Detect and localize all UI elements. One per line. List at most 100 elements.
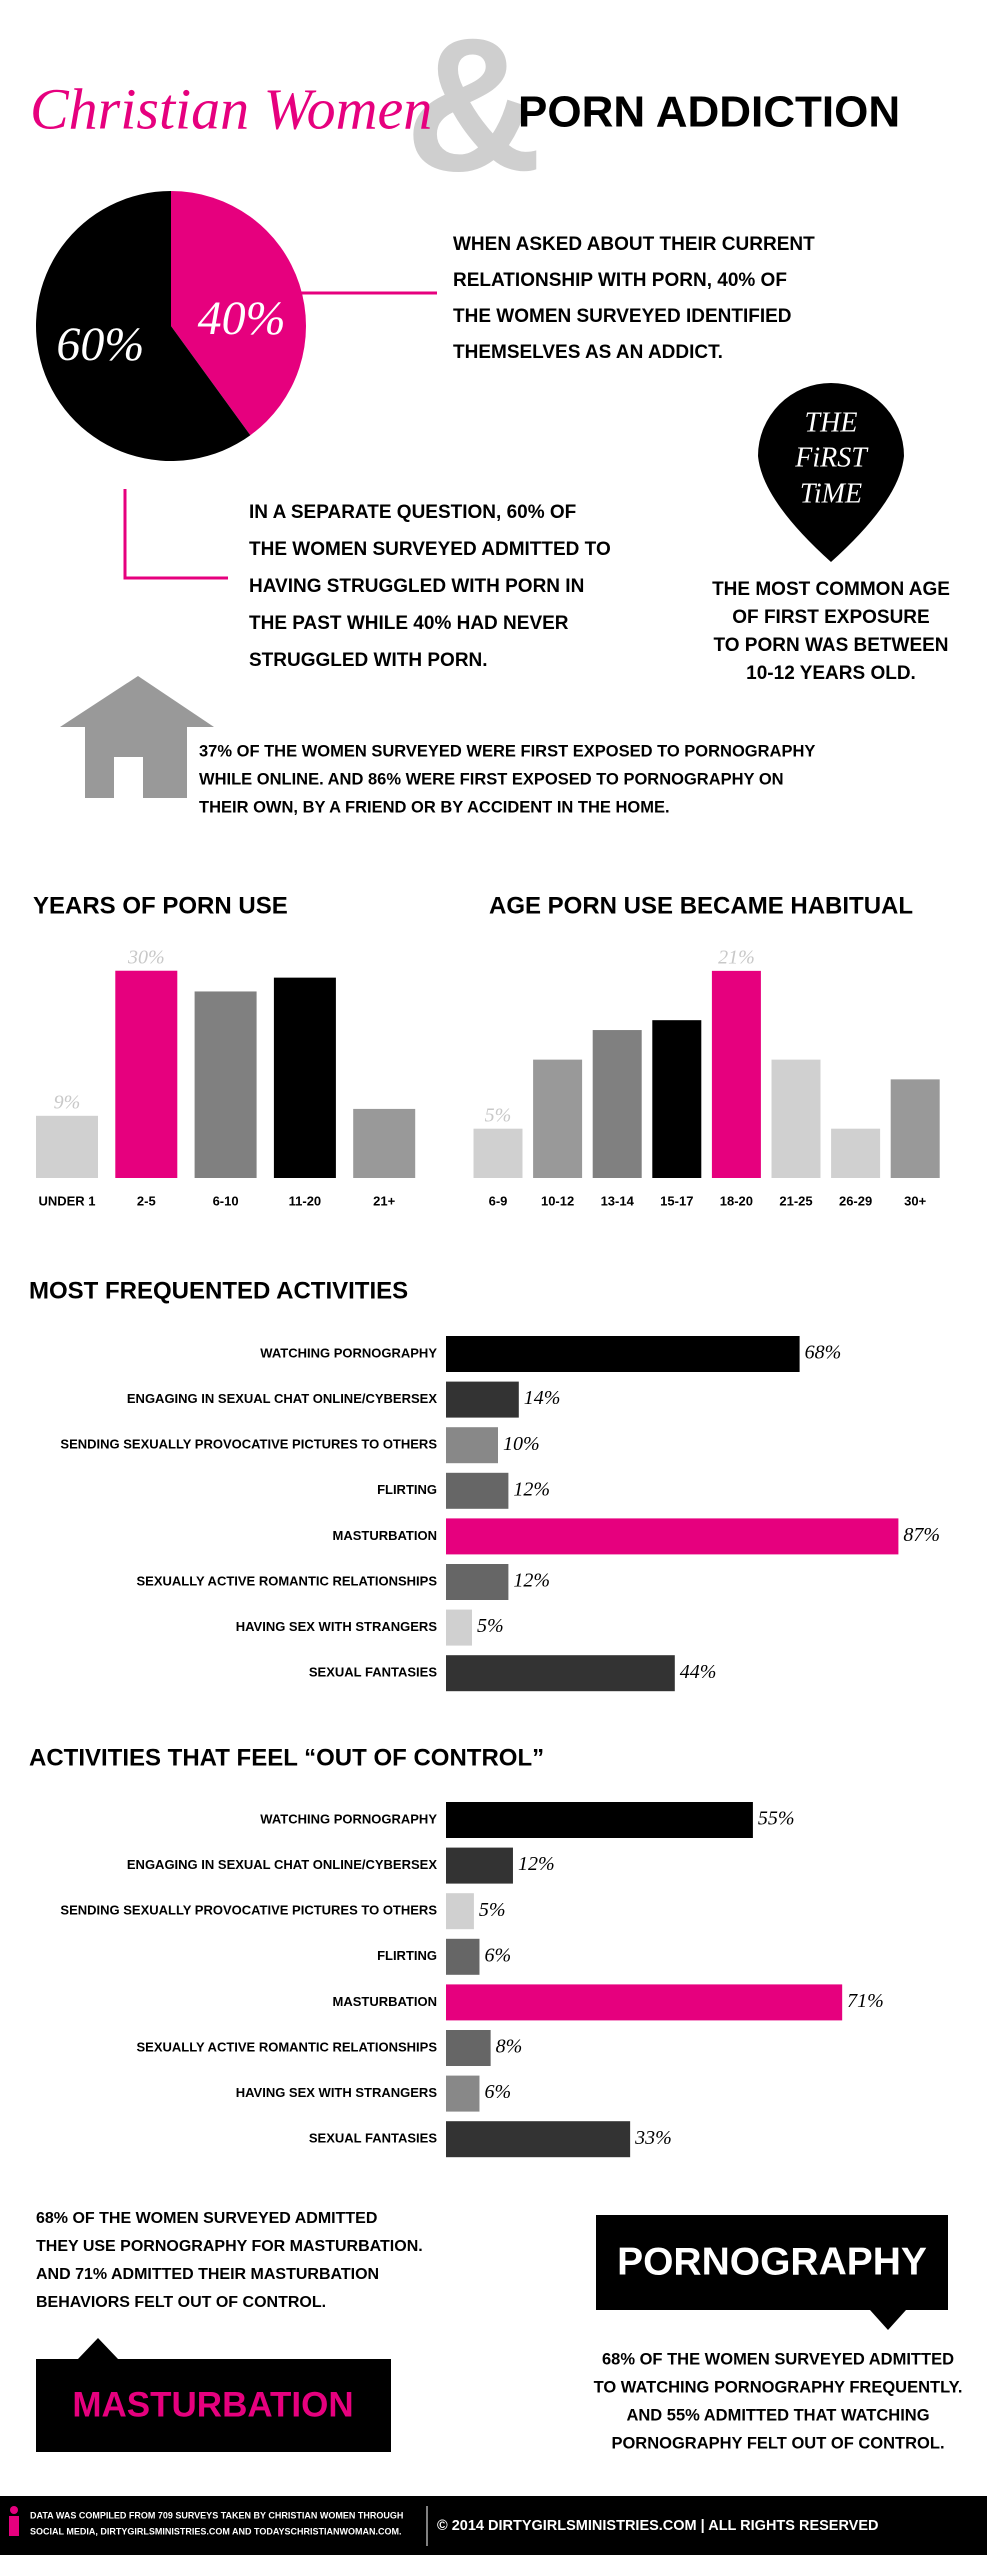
chart-title: YEARS OF PORN USE (33, 892, 288, 919)
value-label: 5% (479, 1899, 506, 1921)
y-tick-label: HAVING SEX WITH STRANGERS (236, 2085, 438, 2100)
x-tick-label: 18-20 (720, 1193, 753, 1208)
text-line: SOCIAL MEDIA, DIRTYGIRLSMINISTRIES.COM A… (30, 2526, 402, 2536)
text-line: WHILE ONLINE. AND 86% WERE FIRST EXPOSED… (199, 770, 784, 788)
y-tick-label: SENDING SEXUALLY PROVOCATIVE PICTURES TO… (60, 1903, 437, 1918)
bar (446, 1564, 509, 1600)
bar (446, 1802, 753, 1838)
text-line: WHEN ASKED ABOUT THEIR CURRENT (453, 234, 815, 255)
y-tick-label: SENDING SEXUALLY PROVOCATIVE PICTURES TO… (60, 1437, 437, 1452)
x-tick-label: 15-17 (660, 1193, 693, 1208)
addict-text: WHEN ASKED ABOUT THEIR CURRENT RELATIONS… (453, 234, 815, 363)
pie-slice (171, 191, 306, 436)
value-label: 12% (518, 1853, 555, 1875)
text-line: IN A SEPARATE QUESTION, 60% OF (249, 502, 576, 523)
chart-title: ACTIVITIES THAT FEEL “OUT OF CONTROL” (29, 1744, 544, 1771)
house-icon (60, 676, 214, 798)
bar (115, 970, 178, 1178)
bar (446, 1427, 498, 1464)
masturbation-note: 68% OF THE WOMEN SURVEYED ADMITTED THEY … (36, 2210, 423, 2311)
text-line: THEMSELVES AS AN ADDICT. (453, 342, 723, 363)
value-label: 30% (127, 946, 165, 968)
value-label: 68% (805, 1342, 842, 1364)
bar (592, 1030, 642, 1178)
text-line: HAVING STRUGGLED WITH PORN IN (249, 576, 584, 597)
text-line: THE WOMEN SURVEYED IDENTIFIED (453, 306, 792, 327)
x-tick-label: 13-14 (601, 1193, 635, 1208)
bar (652, 1020, 702, 1178)
x-tick-label: UNDER 1 (38, 1193, 95, 1208)
y-tick-label: FLIRTING (377, 1482, 437, 1497)
text-line: TO WATCHING PORNOGRAPHY FREQUENTLY. (594, 2378, 963, 2396)
value-label: 12% (513, 1478, 550, 1500)
text-line: 68% OF THE WOMEN SURVEYED ADMITTED (602, 2350, 954, 2368)
bar (353, 1108, 416, 1178)
online-text: 37% OF THE WOMEN SURVEYED WERE FIRST EXP… (199, 742, 815, 816)
y-tick-label: WATCHING PORNOGRAPHY (260, 1345, 437, 1360)
callout-box (36, 2338, 391, 2452)
text-line: THEY USE PORNOGRAPHY FOR MASTURBATION. (36, 2238, 423, 2255)
y-tick-label: ENGAGING IN SEXUAL CHAT ONLINE/CYBERSEX (127, 1391, 437, 1406)
pin-text: THE FiRST TiME (794, 407, 869, 509)
value-label: 6% (484, 2081, 511, 2103)
slice-label: 60% (56, 318, 144, 371)
y-tick-label: SEXUALLY ACTIVE ROMANTIC RELATIONSHIPS (137, 1573, 438, 1588)
bar (446, 1847, 513, 1884)
value-label: 87% (903, 1524, 940, 1546)
x-tick-label: 10-12 (541, 1193, 574, 1208)
first-exposure-text: THE MOST COMMON AGE OF FIRST EXPOSURE TO… (712, 579, 950, 684)
value-label: 33% (634, 2127, 672, 2149)
chart-title: MOST FREQUENTED ACTIVITIES (29, 1277, 408, 1304)
value-label: 5% (485, 1104, 512, 1126)
bar (446, 1518, 899, 1555)
bar (711, 970, 761, 1178)
bar (446, 1655, 675, 1692)
bar (273, 977, 336, 1178)
bar (446, 1938, 480, 1975)
text-line: THE (805, 407, 858, 438)
text-line: RELATIONSHIP WITH PORN, 40% OF (453, 270, 787, 291)
x-tick-label: 21-25 (779, 1193, 812, 1208)
title-script: Christian Women (30, 76, 432, 141)
footer-note: DATA WAS COMPILED FROM 709 SURVEYS TAKEN… (30, 2510, 403, 2536)
bar (446, 1381, 519, 1418)
x-tick-label: 26-29 (839, 1193, 872, 1208)
bar (446, 1984, 843, 2021)
text-line: PORNOGRAPHY FELT OUT OF CONTROL. (611, 2434, 944, 2452)
copyright: © 2014 DIRTYGIRLSMINISTRIES.COM | ALL RI… (437, 2518, 879, 2534)
bar (446, 2075, 480, 2112)
x-tick-label: 6-10 (213, 1193, 239, 1208)
text-line: AND 71% ADMITTED THEIR MASTURBATION (36, 2266, 379, 2283)
y-tick-label: HAVING SEX WITH STRANGERS (236, 1619, 438, 1634)
struggled-text: IN A SEPARATE QUESTION, 60% OF THE WOMEN… (249, 502, 611, 671)
y-tick-label: WATCHING PORNOGRAPHY (260, 1811, 437, 1826)
callout-pornography: PORNOGRAPHY (617, 2240, 927, 2283)
footer-icon (9, 2506, 19, 2536)
text-line: 37% OF THE WOMEN SURVEYED WERE FIRST EXP… (199, 742, 815, 760)
text-line: THE WOMEN SURVEYED ADMITTED TO (249, 539, 611, 560)
y-tick-label: SEXUALLY ACTIVE ROMANTIC RELATIONSHIPS (137, 2039, 438, 2054)
ampersand: & (405, 0, 542, 211)
x-tick-label: 11-20 (289, 1193, 322, 1208)
bar (771, 1059, 821, 1178)
connector (123, 489, 228, 580)
value-label: 12% (513, 1570, 550, 1592)
callout-masturbation: MASTURBATION (72, 2385, 353, 2424)
bar (890, 1079, 940, 1178)
text-line: THE MOST COMMON AGE (712, 579, 950, 600)
text-line: FiRST (794, 442, 869, 473)
bar (446, 1609, 472, 1646)
slice-label: 40% (198, 292, 286, 345)
text-line: BEHAVIORS FELT OUT OF CONTROL. (36, 2294, 326, 2311)
title-bold: PORN ADDICTION (518, 88, 900, 137)
text-line: 10-12 YEARS OLD. (746, 663, 916, 684)
bar (446, 1336, 800, 1372)
text-line: TiME (800, 478, 862, 509)
pie-slice (35, 191, 251, 462)
text-line: STRUGGLED WITH PORN. (249, 650, 488, 671)
value-label: 9% (54, 1091, 81, 1113)
x-tick-label: 6-9 (489, 1193, 508, 1208)
x-tick-label: 21+ (373, 1193, 395, 1208)
text-line: DATA WAS COMPILED FROM 709 SURVEYS TAKEN… (30, 2510, 403, 2520)
